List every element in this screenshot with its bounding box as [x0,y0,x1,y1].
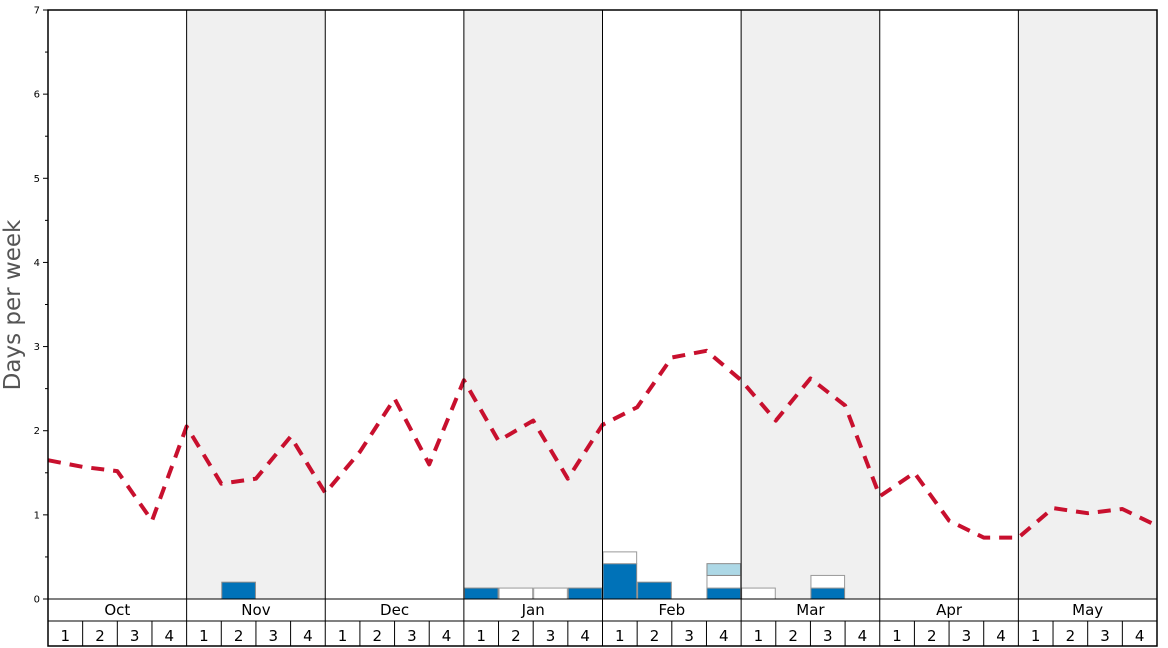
y-tick-label: 6 [34,90,40,101]
week-label: 2 [788,627,798,645]
week-label: 3 [268,627,278,645]
week-label: 1 [338,627,348,645]
week-label: 2 [1066,627,1076,645]
bar-week-21-open-bar [741,587,776,600]
week-label: 4 [580,627,590,645]
month-label-may: May [1072,601,1103,619]
bar-series [221,551,846,600]
week-label: 4 [442,627,452,645]
bar-week-17-dark-blue [602,563,638,600]
y-tick-label: 3 [34,342,40,353]
week-label: 2 [234,627,244,645]
month-band-nov [186,10,326,599]
bar-week-15-open-bar [533,587,568,600]
month-shading [186,10,1157,599]
bar-week-17-open-bar [602,551,638,565]
month-label-mar: Mar [796,601,825,619]
y-axis: 0 1 2 3 4 5 6 7 [34,6,48,606]
week-label: 1 [476,627,486,645]
week-label: 2 [927,627,937,645]
x-axis: Oct 1 2 3 4 Nov 1 2 3 4 Dec 1 2 3 4 Jan 1 2 3 4 Feb 1 2 3 4 Mar 1 2… [61,10,1145,646]
week-label: 4 [1135,627,1145,645]
week-label: 1 [892,627,902,645]
month-band-may [1018,10,1157,599]
week-label: 3 [684,627,694,645]
month-label-dec: Dec [380,601,409,619]
bar-week-20-dark-blue [706,587,742,600]
week-label: 1 [754,627,764,645]
bar-week-23-open-bar [810,574,846,589]
bar-week-20-open-bar [706,574,742,589]
bar-week-23-dark-blue [810,587,846,600]
month-label-jan: Jan [521,601,545,619]
week-label: 3 [407,627,417,645]
bar-week-14-open-bar [498,587,534,600]
month-band-mar [741,10,880,599]
month-band-jan [463,10,603,599]
month-label-feb: Feb [659,601,686,619]
week-label: 3 [130,627,140,645]
week-label: 3 [546,627,556,645]
week-label: 3 [823,627,833,645]
month-label-apr: Apr [936,601,963,619]
month-label-nov: Nov [241,601,270,619]
y-tick-label: 5 [34,174,40,185]
y-tick-label: 2 [34,426,40,437]
week-label: 4 [996,627,1006,645]
bar-week-16-dark-blue [567,587,603,600]
week-label: 3 [1100,627,1110,645]
y-tick-label: 4 [34,258,40,269]
week-label: 1 [199,627,209,645]
week-label: 4 [165,627,175,645]
y-tick-label: 0 [34,595,40,606]
bar-week-20-light-blue [706,563,742,576]
week-label: 3 [962,627,972,645]
week-label: 2 [511,627,521,645]
bar-week-18-dark-blue [637,581,672,600]
y-tick-label: 1 [34,510,40,521]
week-label: 4 [858,627,868,645]
bar-week-13-dark-blue [463,587,499,600]
week-label: 2 [650,627,660,645]
week-label: 1 [1031,627,1041,645]
week-label: 2 [95,627,105,645]
week-label: 4 [303,627,313,645]
week-label: 2 [372,627,382,645]
week-label: 1 [615,627,625,645]
month-label-oct: Oct [104,601,130,619]
bar-week-6-dark-blue [221,581,256,600]
week-label: 1 [61,627,71,645]
week-label: 4 [719,627,729,645]
y-tick-label: 7 [34,6,40,17]
y-axis-title: Days per week [0,219,26,390]
